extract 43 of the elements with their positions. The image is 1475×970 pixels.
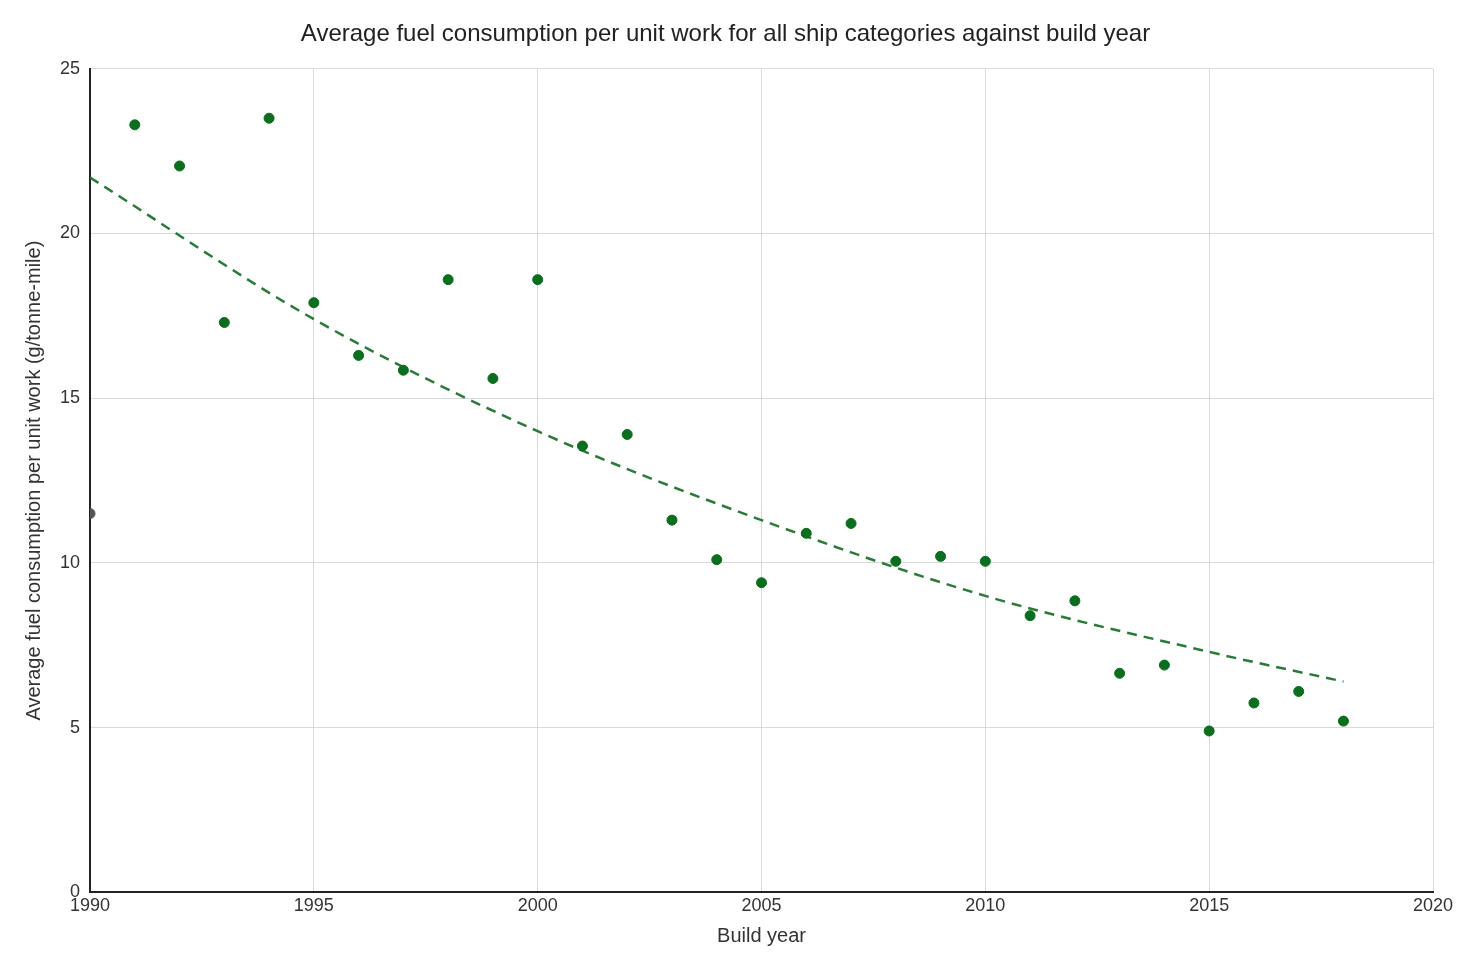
point xyxy=(890,555,902,567)
point xyxy=(1158,659,1170,671)
x-tick-label: 2000 xyxy=(517,895,558,916)
point xyxy=(845,517,857,529)
point xyxy=(800,527,812,539)
point xyxy=(397,364,409,376)
point xyxy=(1114,667,1126,679)
y-tick-label: 5 xyxy=(70,716,81,737)
chart-title: Average fuel consumption per unit work for all ship categories against build year xyxy=(300,19,1151,47)
point xyxy=(129,119,141,131)
point xyxy=(308,297,320,309)
y-tick-label: 25 xyxy=(59,57,81,78)
y-tick-label: 10 xyxy=(59,551,81,572)
point xyxy=(756,577,768,589)
point xyxy=(174,160,186,172)
y-axis-title: Average fuel consumption per unit work (g/tonne-mile) xyxy=(21,240,44,721)
point xyxy=(711,554,723,566)
x-tick-label: 2020 xyxy=(1412,895,1454,916)
x-tick-label: 1995 xyxy=(293,895,334,916)
point xyxy=(1337,715,1349,727)
point xyxy=(1024,610,1036,622)
x-tick-label: 2005 xyxy=(741,895,782,916)
point xyxy=(263,112,275,124)
line-series xyxy=(90,176,1345,683)
point xyxy=(1203,725,1215,737)
point xyxy=(353,349,365,361)
point xyxy=(218,316,230,328)
y-tick-label: 15 xyxy=(59,387,81,408)
point xyxy=(576,440,588,452)
x-tick-label: 2015 xyxy=(1189,895,1230,916)
point xyxy=(1293,685,1305,697)
point xyxy=(621,428,633,440)
x-axis-title: Build year xyxy=(717,923,807,946)
point xyxy=(1248,697,1260,709)
point xyxy=(1069,595,1081,607)
point xyxy=(935,550,947,562)
point xyxy=(979,555,991,567)
point xyxy=(666,514,678,526)
x-tick-label: 2010 xyxy=(965,895,1006,916)
point xyxy=(532,274,544,286)
point xyxy=(442,274,454,286)
y-tick-label: 20 xyxy=(59,222,81,243)
point xyxy=(487,372,499,384)
